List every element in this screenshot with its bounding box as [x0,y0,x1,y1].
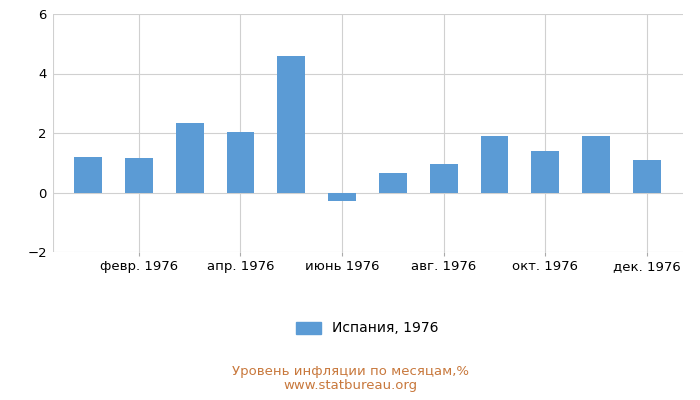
Bar [379,173,407,192]
Bar [633,160,661,192]
Bar [227,132,255,192]
Bar [125,158,153,192]
Bar [582,136,610,192]
Bar [277,56,305,192]
Bar [176,122,204,192]
Legend: Испания, 1976: Испания, 1976 [296,322,439,336]
Bar [480,136,508,192]
Text: www.statbureau.org: www.statbureau.org [283,379,417,392]
Bar [430,164,458,192]
Bar [531,151,559,192]
Bar [74,157,102,192]
Text: Уровень инфляции по месяцам,%: Уровень инфляции по месяцам,% [232,365,468,378]
Bar [328,192,356,202]
